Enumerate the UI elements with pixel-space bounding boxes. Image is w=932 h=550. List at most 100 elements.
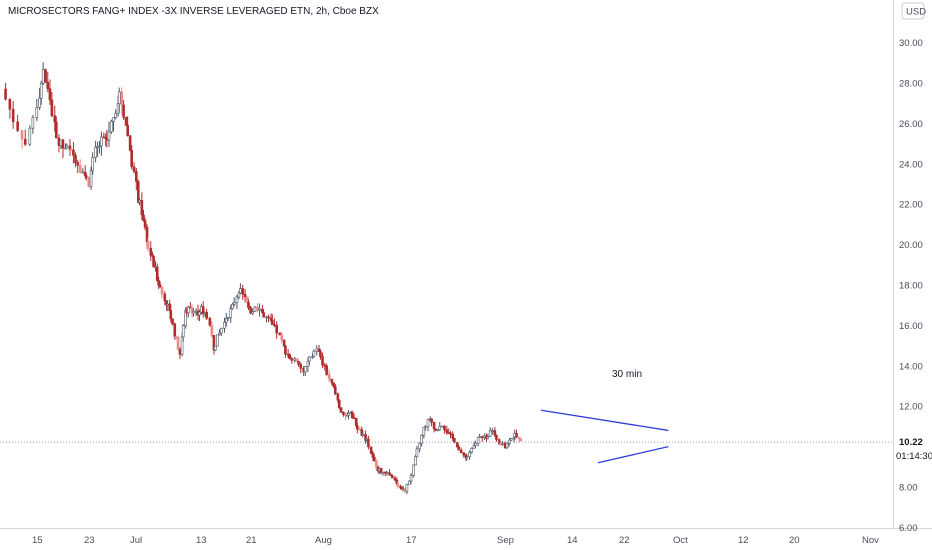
candle (122, 99, 125, 120)
candle-body (31, 117, 35, 129)
candle (249, 305, 252, 315)
candle (247, 299, 250, 311)
candle-body (239, 288, 242, 294)
candle-body (399, 486, 403, 490)
candle (72, 141, 75, 164)
candle (214, 345, 217, 352)
candle (347, 410, 350, 420)
candle (140, 192, 144, 221)
candle-body (519, 438, 523, 441)
trendline-lower[interactable] (597, 445, 669, 464)
candle-body (375, 460, 378, 468)
candle-body (130, 149, 133, 168)
candle-body (72, 149, 75, 156)
candle-body (87, 176, 91, 187)
candle-body (218, 332, 221, 336)
candle-body (163, 293, 167, 301)
candle (20, 129, 24, 149)
candle-body (120, 91, 124, 106)
candle (126, 116, 129, 137)
candle-body (501, 442, 504, 445)
candle (149, 241, 153, 261)
candle-body (160, 286, 164, 295)
candle (192, 308, 195, 317)
candle (81, 168, 85, 174)
y-tick-label: 12.00 (899, 402, 923, 413)
candle-body (293, 358, 297, 361)
candle (453, 437, 456, 444)
countdown-label: 01:14:30 (896, 451, 932, 462)
candle (258, 303, 261, 317)
candle-body (347, 413, 350, 416)
candle (476, 437, 480, 447)
candle (465, 454, 469, 461)
plot-area[interactable] (4, 62, 523, 495)
candle (61, 139, 65, 159)
candle-body (510, 438, 513, 441)
candle (68, 139, 72, 156)
trendline-upper[interactable] (540, 409, 669, 432)
candle-body (426, 419, 430, 428)
candle (112, 117, 115, 132)
candle (350, 410, 354, 419)
candle-body (142, 214, 145, 221)
currency-badge[interactable]: USD (901, 2, 926, 20)
candle (155, 263, 159, 282)
last-price-label: 10.22 (899, 437, 923, 448)
candle-body (414, 456, 417, 466)
candle-body (361, 434, 365, 436)
candle (229, 304, 233, 323)
candle-body (468, 451, 471, 458)
candle-body (390, 475, 394, 479)
candle (399, 486, 403, 491)
candle-body (20, 130, 24, 140)
candle (457, 444, 460, 451)
candle (171, 318, 174, 326)
candle-body (171, 318, 174, 325)
candle-body (261, 308, 264, 313)
candle (48, 79, 52, 105)
candle (385, 470, 389, 476)
candle-body (369, 446, 373, 454)
candle (117, 87, 121, 113)
candle-body (35, 107, 39, 118)
x-tick-label: 12 (738, 535, 749, 546)
candle-body (251, 311, 255, 314)
candle-body (91, 157, 94, 172)
candle-body (210, 324, 214, 336)
candle-body (415, 448, 419, 458)
candle (160, 286, 164, 299)
candle-body (480, 436, 484, 438)
candle (232, 297, 236, 307)
candle-body (110, 121, 113, 133)
candle (205, 308, 208, 320)
candle-body (53, 115, 57, 123)
candle (480, 435, 484, 442)
candle (420, 434, 423, 447)
candle (39, 80, 43, 105)
candle-body (149, 248, 153, 256)
candle-body (112, 117, 115, 122)
time-axis[interactable]: 15 23 Jul 13 21 Aug 17 Sep 14 22 Oct 12 20 Nov (32, 535, 879, 546)
trendline-group[interactable] (540, 409, 669, 464)
candle-body (122, 104, 125, 118)
candle-body (201, 306, 205, 315)
candle (35, 99, 39, 122)
candle-body (420, 434, 423, 444)
candle-body (339, 407, 343, 413)
candle (495, 434, 498, 442)
candle-body (385, 472, 389, 474)
candle-body (449, 432, 452, 435)
candle (273, 318, 276, 328)
price-axis[interactable]: 30.00 28.00 26.00 24.00 22.00 20.00 18.00 16.00… (899, 38, 923, 534)
x-tick-label: 14 (567, 535, 578, 546)
candle-body (321, 356, 324, 366)
candle (445, 425, 449, 436)
candle (325, 363, 328, 376)
candle-body (44, 69, 47, 83)
annotation-30min: 30 min (612, 369, 642, 380)
candle (174, 336, 178, 340)
candle-body (132, 166, 136, 172)
chart-title: MICROSECTORS FANG+ INDEX -3X INVERSE LEV… (8, 6, 379, 17)
